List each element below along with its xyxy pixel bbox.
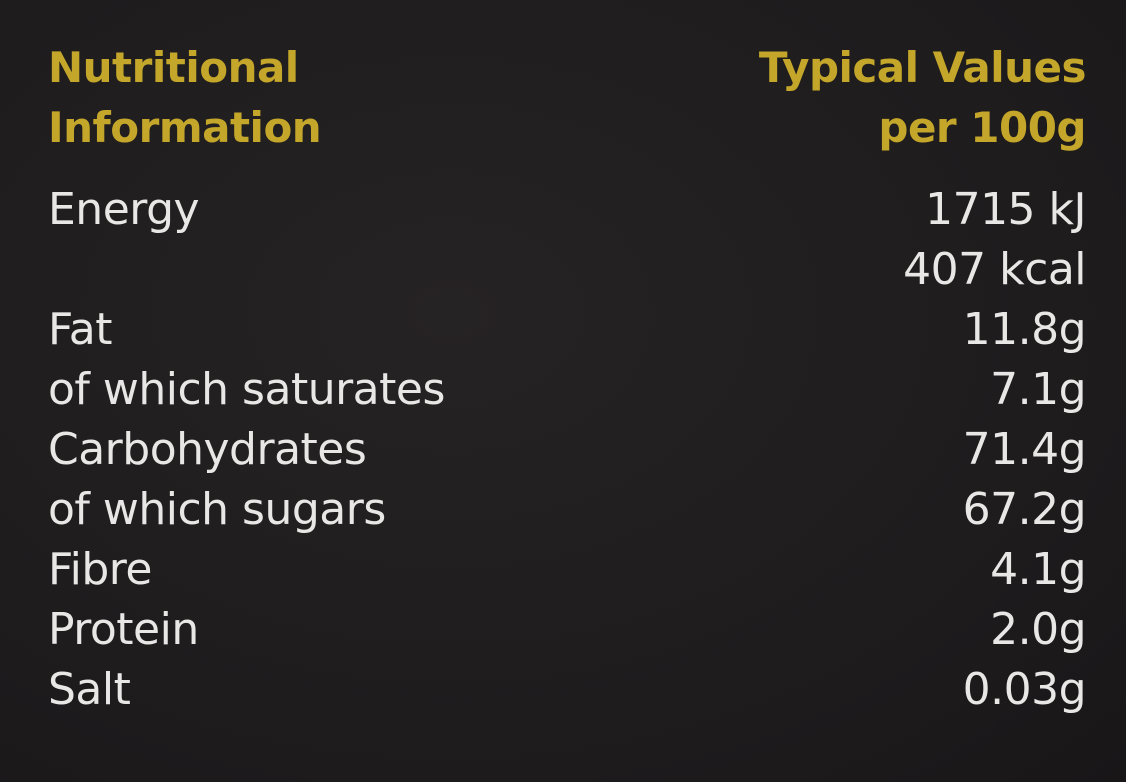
table-row: Fibre 4.1g: [48, 540, 1086, 600]
nutrient-label: Salt: [48, 664, 131, 715]
nutrient-label: Carbohydrates: [48, 424, 367, 475]
table-row: Carbohydrates 71.4g: [48, 420, 1087, 480]
nutrient-label: Protein: [48, 604, 199, 655]
nutrient-value: 71.4g: [962, 424, 1087, 475]
table-row: Protein 2.0g: [48, 600, 1086, 660]
nutrient-value: 7.1g: [990, 364, 1086, 415]
table-row: Salt 0.03g: [48, 660, 1087, 720]
nutrient-label: Fat: [48, 304, 112, 355]
nutrition-table: Energy 1715 kJ 407 kcal Fat 11.8g of which sa…: [48, 180, 1087, 720]
nutrient-label: of which sugars: [48, 484, 386, 535]
table-row: Fat 11.8g: [48, 300, 1087, 360]
nutrient-value: 11.8g: [962, 304, 1087, 355]
nutrient-label: of which saturates: [48, 364, 445, 415]
nutrient-value: 0.03g: [962, 664, 1087, 715]
nutrient-value: 407 kcal: [903, 244, 1086, 295]
heading-line: Nutritional: [48, 43, 299, 92]
nutrient-value: 67.2g: [962, 484, 1087, 535]
nutrient-value: 2.0g: [990, 604, 1086, 655]
heading-line: Typical Values: [758, 43, 1087, 92]
table-row: of which sugars 67.2g: [48, 480, 1087, 540]
nutrient-label: Energy: [48, 184, 200, 235]
table-heading-nutritional-information: Nutritional Information: [48, 38, 322, 158]
nutrient-value: 1715 kJ: [925, 184, 1086, 235]
table-row: Energy 1715 kJ: [48, 180, 1086, 240]
nutrient-label: Fibre: [48, 544, 152, 595]
table-heading-typical-values: Typical Values per 100g: [758, 38, 1087, 158]
nutrient-value: 4.1g: [990, 544, 1086, 595]
heading-line: Information: [48, 103, 322, 152]
table-row: of which saturates 7.1g: [48, 360, 1086, 420]
table-row: 407 kcal: [48, 240, 1086, 300]
heading-line: per 100g: [878, 103, 1086, 152]
